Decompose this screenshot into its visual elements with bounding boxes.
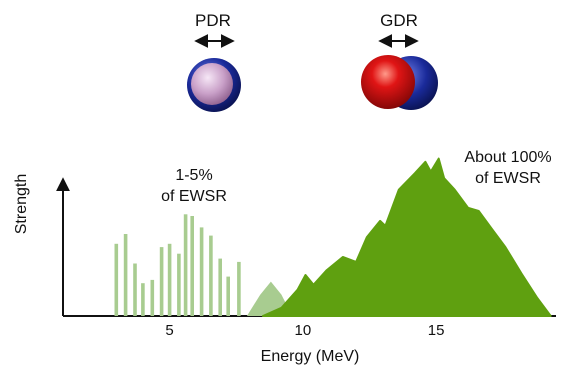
pdr-bar-2 <box>133 263 137 316</box>
pdr-fraction-annotation: 1-5% of EWSR <box>161 167 227 205</box>
x-tick-label-0: 5 <box>165 322 173 339</box>
x-tick-label-2: 15 <box>428 322 445 339</box>
pdr-bar-8 <box>183 214 188 316</box>
pdr-core-sphere <box>191 63 233 105</box>
pdr-bar-14 <box>237 261 241 316</box>
x-tick-labels: 5 10 15 <box>165 322 444 339</box>
pdr-bar-11 <box>209 235 213 316</box>
pdr-bar-5 <box>159 247 164 316</box>
pdr-bar-0 <box>114 243 119 316</box>
axes: Strength Energy (MeV) 5 10 15 <box>13 174 556 365</box>
pdr-bar-9 <box>190 216 194 316</box>
pdr-bar-10 <box>199 227 204 316</box>
gdr-fraction-line1: About 100% <box>464 149 551 166</box>
gdr-illustration: GDR <box>361 11 438 110</box>
pdr-bar-6 <box>167 243 172 316</box>
gdr-area-layer <box>261 157 552 317</box>
y-axis-label: Strength <box>13 174 30 234</box>
pdr-illustration: PDR <box>187 11 241 112</box>
pdr-label: PDR <box>195 11 231 30</box>
gdr-fraction-annotation: About 100% of EWSR <box>464 149 551 187</box>
gdr-strength-area <box>261 157 552 317</box>
pdr-bar-7 <box>177 253 181 316</box>
pdr-bar-1 <box>123 234 128 316</box>
gdr-label: GDR <box>380 11 418 30</box>
x-axis-label: Energy (MeV) <box>261 348 360 365</box>
pdr-bar-12 <box>218 258 222 316</box>
gdr-fraction-line2: of EWSR <box>475 170 541 187</box>
pdr-bar-13 <box>226 276 230 316</box>
pdr-bar-3 <box>141 283 145 316</box>
pdr-bar-4 <box>150 279 155 316</box>
x-tick-label-1: 10 <box>294 322 311 339</box>
pdr-fraction-line1: 1-5% <box>175 167 212 184</box>
gdr-proton-sphere <box>361 55 415 109</box>
pdr-bars-layer <box>114 214 241 316</box>
pdr-fraction-line2: of EWSR <box>161 188 227 205</box>
